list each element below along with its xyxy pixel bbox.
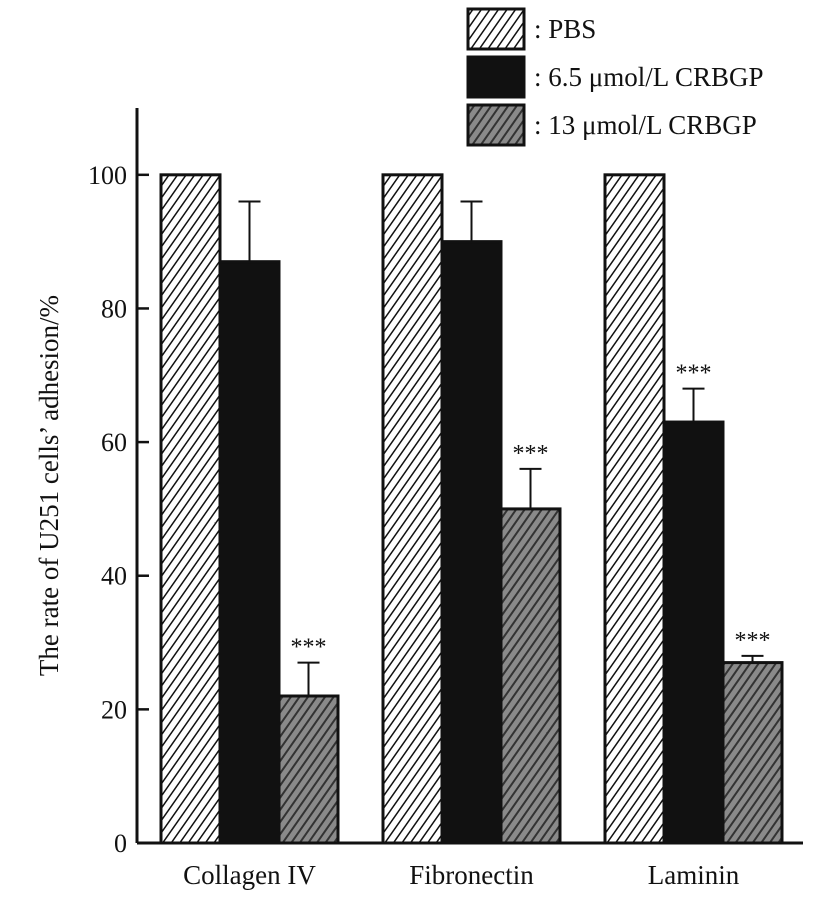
- bar-group: ***: [662, 361, 725, 845]
- y-tick-label: 60: [101, 428, 127, 457]
- significance-label: ***: [513, 441, 549, 467]
- bar: [721, 661, 784, 845]
- significance-label: ***: [735, 628, 771, 654]
- legend-swatch: [466, 55, 526, 99]
- bar: [218, 260, 281, 845]
- y-tick-label: 80: [101, 294, 127, 323]
- x-axis: Collagen IV Fibronectin Laminin: [137, 841, 803, 890]
- x-category-label: Fibronectin: [409, 860, 534, 890]
- legend-label: : 13 μmol/L CRBGP: [534, 110, 757, 140]
- legend: : PBS : 6.5 μmol/L CRBGP : 13 μmol/L CRBGP: [466, 7, 764, 147]
- y-tick-label: 40: [101, 562, 127, 591]
- legend-label: : PBS: [534, 14, 596, 44]
- y-tick-label: 0: [114, 829, 127, 858]
- bar: [499, 507, 562, 845]
- legend-swatch: [466, 7, 526, 51]
- bar: [440, 240, 503, 845]
- legend-item: : PBS: [466, 7, 596, 51]
- bar-group: [603, 173, 666, 845]
- bar-group: ***: [499, 441, 562, 845]
- bar-group: [381, 173, 444, 845]
- significance-label: ***: [291, 635, 327, 661]
- bars: *** *** *** ***: [159, 173, 784, 845]
- bar-group: ***: [277, 635, 340, 845]
- bar-group: ***: [721, 628, 784, 845]
- bar: [381, 173, 444, 845]
- y-axis-title: The rate of U251 cells’ adhesion/%: [34, 295, 64, 676]
- legend-item: : 6.5 μmol/L CRBGP: [466, 55, 764, 99]
- y-axis: 0 20 40 60 80 100 The rate of U251 cells’ adhe…: [34, 108, 149, 858]
- x-category-label: Collagen IV: [183, 860, 316, 890]
- legend-label: : 6.5 μmol/L CRBGP: [534, 62, 764, 92]
- x-category-label: Laminin: [648, 860, 740, 890]
- significance-label: ***: [676, 361, 712, 387]
- legend-swatch: [466, 103, 526, 147]
- bar: [662, 420, 725, 845]
- y-tick-label: 20: [101, 695, 127, 724]
- bar-group: [159, 173, 222, 845]
- legend-item: : 13 μmol/L CRBGP: [466, 103, 757, 147]
- bar-group: [440, 200, 503, 845]
- bar-group: [218, 200, 281, 845]
- bar: [159, 173, 222, 845]
- bar: [277, 694, 340, 845]
- y-tick-label: 100: [88, 161, 127, 190]
- bar: [603, 173, 666, 845]
